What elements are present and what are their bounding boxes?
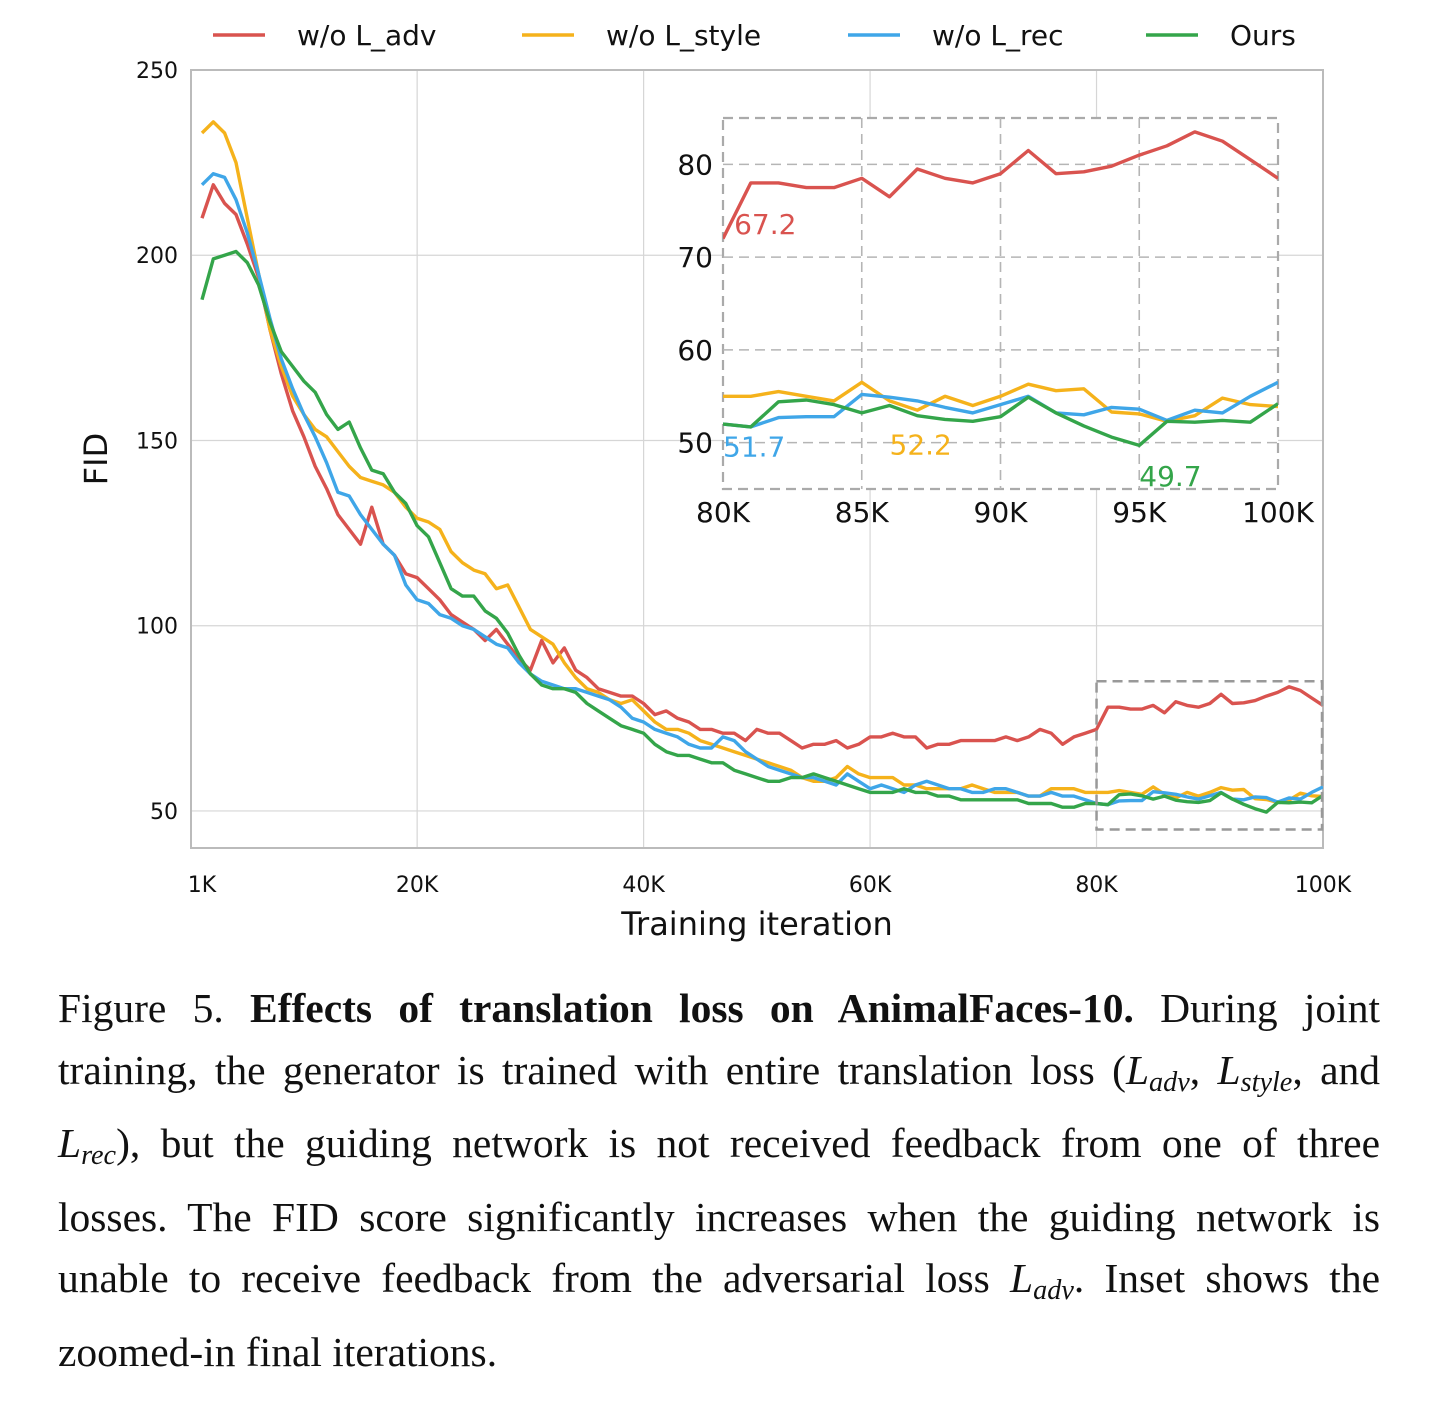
- inset-annotation-w-o-l-adv: 67.2: [734, 208, 796, 241]
- inset-x-tick-label: 100K: [1242, 496, 1314, 529]
- legend: w/o L_adv w/o L_style w/o L_rec Ours: [213, 19, 1296, 52]
- x-tick-label: 80K: [1075, 873, 1118, 898]
- math-l-adv: Ladv: [1125, 1046, 1190, 1098]
- caption-part2: ), but the guiding network is not receiv…: [58, 1120, 1380, 1302]
- inset-x-tick-label: 90K: [974, 496, 1029, 529]
- inset-line-w-o-l-style: [723, 380, 1278, 423]
- main-tick-labels: 1K 20K 40K 60K 80K 100K 50 100 150 200 250: [136, 59, 1352, 898]
- x-tick-label: 20K: [396, 873, 439, 898]
- figure-caption: Figure 5. Effects of translation loss on…: [58, 978, 1380, 1383]
- math-l-rec: Lrec: [58, 1120, 117, 1172]
- series-line-ours: [200, 249, 1323, 814]
- caption-part1: During joint training, the generator is …: [58, 985, 1380, 1093]
- math-l-style: Lstyle: [1217, 1046, 1293, 1098]
- inset-x-tick-label: 80K: [696, 496, 751, 529]
- x-tick-label: 40K: [622, 873, 665, 898]
- caption-sep2: , and: [1292, 1046, 1381, 1093]
- inset-annotation-w-o-l-rec: 51.7: [723, 431, 785, 464]
- legend-label-ours: Ours: [1230, 19, 1296, 52]
- inset-y-tick-label: 50: [677, 427, 713, 460]
- inset-y-tick-label: 60: [677, 334, 713, 367]
- inset-y-tick-label: 80: [677, 148, 713, 181]
- y-tick-label: 250: [136, 59, 178, 84]
- legend-label-w-o-l-rec: w/o L_rec: [932, 19, 1063, 52]
- inset-x-tick-label: 85K: [835, 496, 890, 529]
- caption-bold-title: Effects of translation loss on AnimalFac…: [249, 985, 1134, 1031]
- inset-plot: 80K 85K 90K 95K 100K 50 60 70 80 67.2 51.7 52.2 49.…: [677, 116, 1315, 529]
- inset-grid: [721, 116, 1280, 491]
- y-tick-label: 50: [150, 800, 178, 825]
- x-tick-label: 1K: [188, 873, 217, 898]
- inset-annotation-ours: 49.7: [1139, 460, 1201, 493]
- y-axis-title: FID: [77, 433, 115, 485]
- legend-label-w-o-l-style: w/o L_style: [606, 19, 761, 52]
- inset-x-tick-label: 95K: [1112, 496, 1167, 529]
- inset-line-w-o-l-rec: [723, 380, 1278, 429]
- inset-series-lines: [723, 130, 1278, 448]
- series-line-w-o-l-rec: [200, 171, 1323, 807]
- inset-tick-labels: 80K 85K 90K 95K 100K 50 60 70 80: [677, 148, 1314, 529]
- y-tick-label: 200: [136, 244, 178, 269]
- inset-annotation-w-o-l-style: 52.2: [890, 429, 952, 462]
- zoom-box: [1095, 680, 1324, 831]
- fid-chart: w/o L_adv w/o L_style w/o L_rec Ours 1K 20K 4…: [77, 19, 1352, 943]
- y-tick-label: 150: [136, 429, 178, 454]
- x-tick-label: 100K: [1295, 873, 1352, 898]
- y-tick-label: 100: [136, 615, 178, 640]
- caption-sep1: ,: [1189, 1046, 1218, 1093]
- inset-y-tick-label: 70: [677, 241, 713, 274]
- legend-label-w-o-l-adv: w/o L_adv: [297, 19, 436, 52]
- main-series-lines: [200, 120, 1323, 814]
- x-tick-label: 60K: [849, 873, 892, 898]
- caption-lead: Figure 5.: [58, 985, 250, 1031]
- plot-frame: [190, 69, 1324, 849]
- caption-part3: . Inset shows the zoomed-in final iterat…: [58, 1255, 1380, 1375]
- inset-line-ours: [723, 395, 1278, 448]
- inset-line-w-o-l-adv: [723, 130, 1278, 240]
- inset-annotations: 67.2 51.7 52.2 49.7: [723, 208, 1202, 493]
- x-axis-title: Training iteration: [620, 905, 893, 943]
- math-l-adv-2: Ladv: [1010, 1255, 1074, 1307]
